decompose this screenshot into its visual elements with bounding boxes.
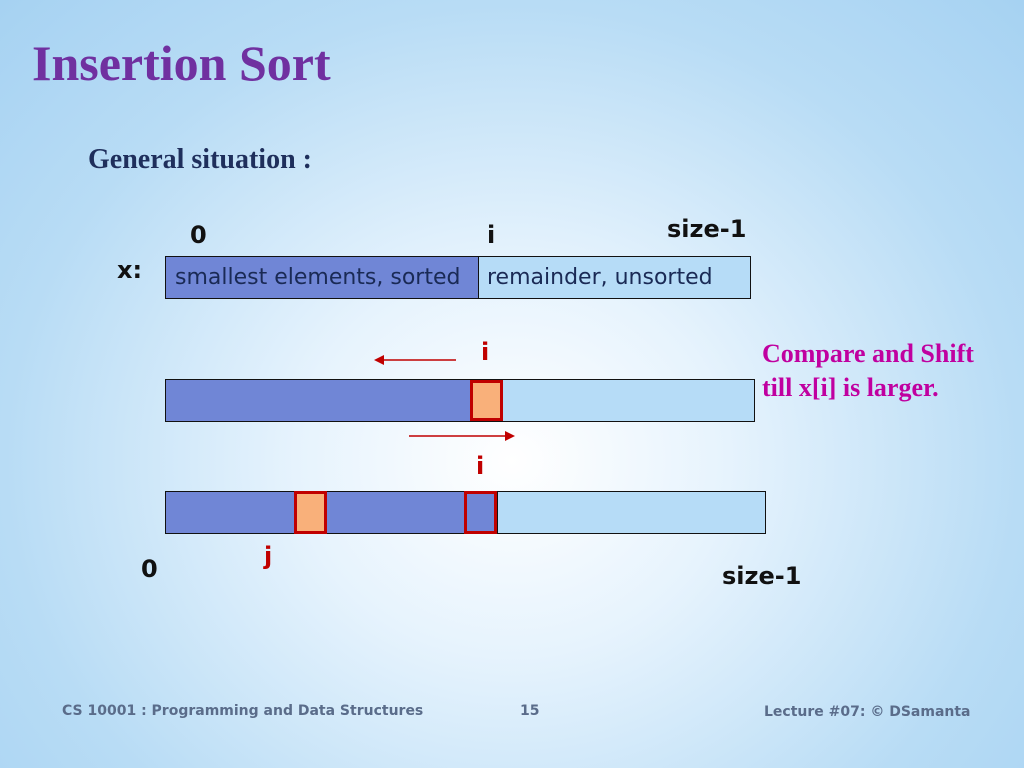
current-element-cell (470, 380, 503, 421)
index-label-0-bottom: 0 (141, 555, 158, 583)
index-label-size-1-bottom: size-1 (722, 562, 802, 590)
unsorted-segment-2 (472, 379, 755, 422)
compare-shift-note: Compare and Shift till x[i] is larger. (762, 339, 974, 402)
index-label-i-2: i (481, 338, 490, 366)
unsorted-segment-3 (497, 491, 766, 534)
sorted-segment-text: smallest elements, sorted (175, 265, 461, 290)
index-label-i-3: i (476, 452, 485, 480)
slide-subtitle: General situation : (88, 144, 312, 175)
footer-page-number: 15 (520, 703, 540, 719)
right-arrow-icon (409, 431, 515, 441)
left-arrow-icon (374, 355, 456, 365)
sorted-segment-2 (165, 379, 473, 422)
slide-title: Insertion Sort (32, 35, 331, 91)
footer-lecture: Lecture #07: © DSamanta (764, 704, 971, 720)
index-label-i: i (487, 221, 496, 249)
sorted-segment (165, 256, 479, 299)
unsorted-segment-text: remainder, unsorted (487, 265, 713, 290)
footer-course: CS 10001 : Programming and Data Structur… (62, 703, 424, 719)
unsorted-segment (478, 256, 751, 299)
index-label-j: j (264, 542, 273, 570)
insert-position-cell-j (294, 491, 327, 534)
array-label: x: (117, 256, 143, 284)
sorted-segment-3 (165, 491, 498, 534)
current-element-cell-i (464, 491, 497, 534)
index-label-size-1: size-1 (667, 215, 747, 243)
index-label-0: 0 (190, 221, 207, 249)
